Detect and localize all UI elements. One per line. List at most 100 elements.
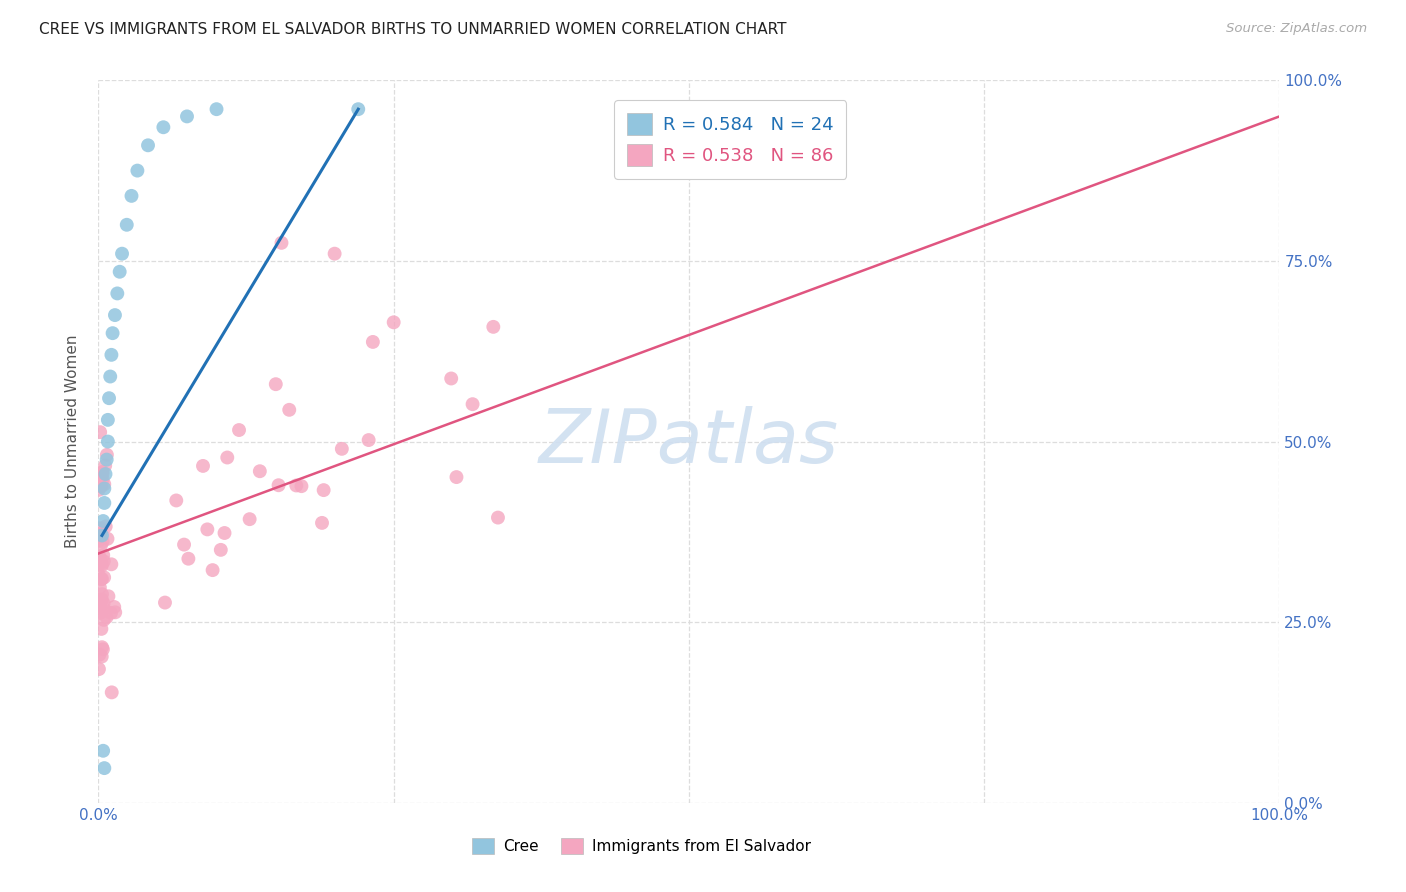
Point xyxy=(89,425,111,439)
Point xyxy=(93,761,115,775)
Point xyxy=(91,587,114,601)
Point xyxy=(205,102,228,116)
Point xyxy=(173,538,195,552)
Point xyxy=(89,648,111,662)
Point xyxy=(214,526,236,541)
Point xyxy=(87,533,110,548)
Point xyxy=(96,452,118,467)
Point xyxy=(209,542,232,557)
Point xyxy=(87,662,110,676)
Point xyxy=(440,371,463,385)
Point xyxy=(90,592,112,607)
Point xyxy=(191,458,214,473)
Point xyxy=(361,334,384,349)
Point xyxy=(91,642,114,657)
Point xyxy=(89,592,111,607)
Point xyxy=(121,189,143,203)
Point xyxy=(89,551,111,566)
Legend: Cree, Immigrants from El Salvador: Cree, Immigrants from El Salvador xyxy=(467,832,817,860)
Point xyxy=(105,286,128,301)
Point xyxy=(90,558,112,573)
Point xyxy=(90,557,112,571)
Point xyxy=(89,594,111,608)
Point xyxy=(93,613,115,627)
Point xyxy=(152,120,174,135)
Point xyxy=(89,606,111,620)
Point xyxy=(98,391,121,405)
Point xyxy=(93,570,115,584)
Point xyxy=(93,482,115,496)
Point xyxy=(89,597,111,611)
Point xyxy=(278,402,301,417)
Point xyxy=(127,163,149,178)
Point xyxy=(312,483,335,497)
Point xyxy=(108,265,131,279)
Point xyxy=(94,519,117,533)
Point xyxy=(195,522,218,536)
Point xyxy=(100,685,122,699)
Point xyxy=(357,433,380,447)
Point xyxy=(93,601,115,615)
Point xyxy=(90,622,112,636)
Point xyxy=(94,458,117,473)
Point xyxy=(91,572,114,586)
Point xyxy=(89,581,111,595)
Point xyxy=(249,464,271,478)
Point xyxy=(93,496,115,510)
Point xyxy=(239,512,262,526)
Point xyxy=(486,510,509,524)
Point xyxy=(89,527,111,541)
Point xyxy=(461,397,484,411)
Point xyxy=(91,548,114,562)
Point xyxy=(101,326,124,340)
Point xyxy=(91,514,114,528)
Point xyxy=(176,110,198,124)
Point xyxy=(91,640,114,655)
Y-axis label: Births to Unmarried Women: Births to Unmarried Women xyxy=(65,334,80,549)
Point xyxy=(91,467,114,481)
Point xyxy=(136,138,159,153)
Point xyxy=(217,450,239,465)
Point xyxy=(97,413,120,427)
Point xyxy=(89,557,111,571)
Point xyxy=(347,102,370,116)
Point xyxy=(89,479,111,493)
Point xyxy=(153,596,176,610)
Point xyxy=(90,479,112,493)
Point xyxy=(100,348,122,362)
Point xyxy=(103,599,125,614)
Point xyxy=(93,597,115,611)
Point xyxy=(104,308,127,322)
Point xyxy=(93,554,115,568)
Point xyxy=(330,442,353,456)
Point xyxy=(87,567,110,582)
Text: Source: ZipAtlas.com: Source: ZipAtlas.com xyxy=(1226,22,1367,36)
Point xyxy=(94,467,117,481)
Point xyxy=(96,610,118,624)
Point xyxy=(90,649,112,664)
Point xyxy=(446,470,468,484)
Point xyxy=(98,369,121,384)
Point xyxy=(91,744,114,758)
Point xyxy=(97,434,120,449)
Point xyxy=(264,377,287,392)
Point xyxy=(87,483,110,497)
Point xyxy=(111,246,134,260)
Point xyxy=(285,478,308,492)
Point xyxy=(267,478,290,492)
Point xyxy=(290,479,312,493)
Point xyxy=(89,527,111,541)
Point xyxy=(91,472,114,486)
Point xyxy=(91,465,114,479)
Point xyxy=(270,235,292,250)
Point xyxy=(104,605,127,619)
Point xyxy=(97,589,120,603)
Point xyxy=(91,534,114,549)
Point xyxy=(100,606,122,620)
Point xyxy=(87,467,110,481)
Point xyxy=(96,448,118,462)
Point xyxy=(323,246,346,260)
Point xyxy=(201,563,224,577)
Point xyxy=(482,319,505,334)
Point xyxy=(311,516,333,530)
